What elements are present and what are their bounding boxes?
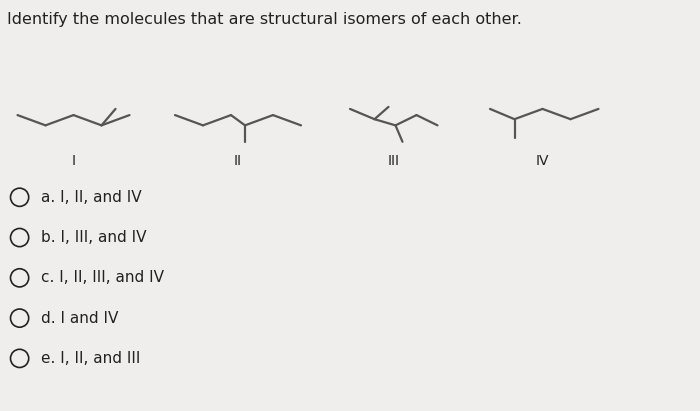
Text: a. I, II, and IV: a. I, II, and IV [41,190,141,205]
Text: II: II [234,154,242,168]
Text: c. I, II, III, and IV: c. I, II, III, and IV [41,270,164,285]
Text: e. I, II, and III: e. I, II, and III [41,351,140,366]
Text: I: I [71,154,76,168]
Text: III: III [387,154,400,168]
Text: Identify the molecules that are structural isomers of each other.: Identify the molecules that are structur… [7,12,522,27]
Text: b. I, III, and IV: b. I, III, and IV [41,230,146,245]
Text: d. I and IV: d. I and IV [41,311,118,326]
Text: IV: IV [536,154,550,168]
